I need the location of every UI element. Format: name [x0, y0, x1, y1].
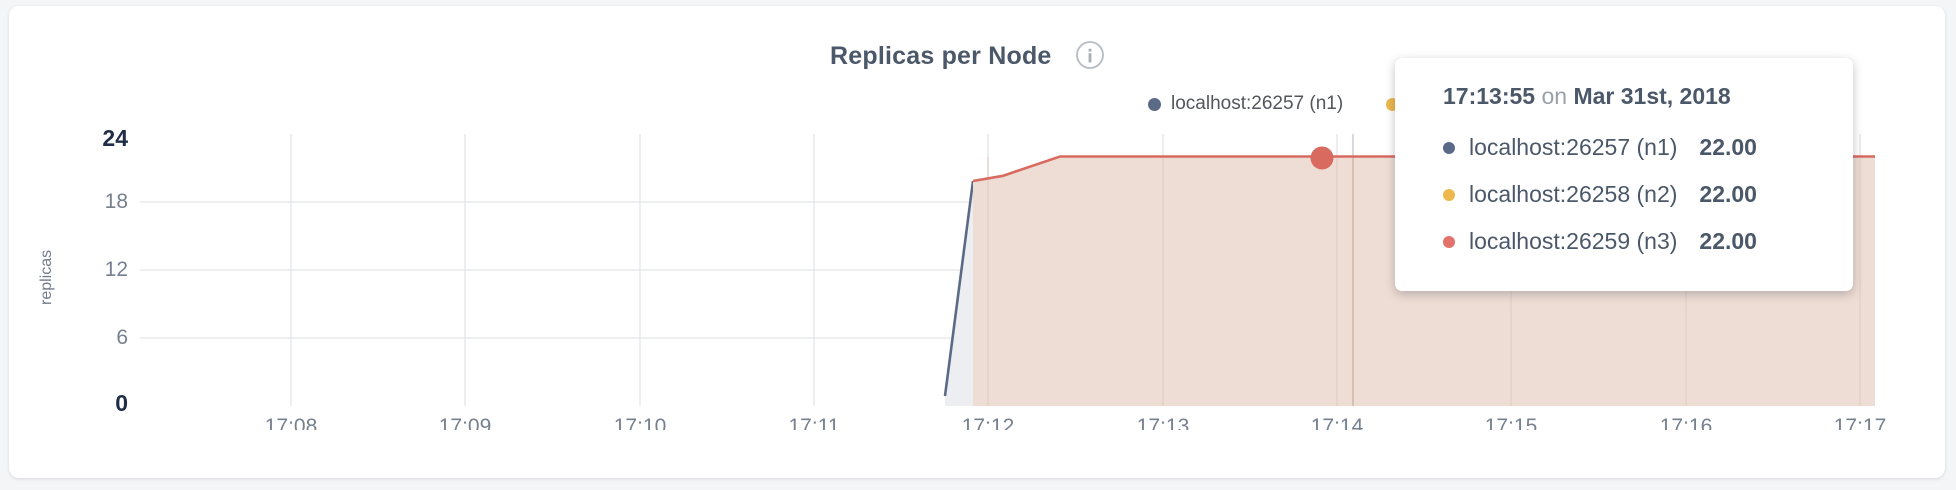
svg-text:17:13: 17:13: [1137, 415, 1190, 430]
svg-text:17:15: 17:15: [1485, 415, 1538, 430]
svg-text:17:12: 17:12: [962, 415, 1015, 430]
svg-text:17:09: 17:09: [439, 415, 492, 430]
svg-text:17:17: 17:17: [1834, 415, 1887, 430]
svg-text:6: 6: [116, 326, 128, 349]
svg-text:17:10: 17:10: [614, 415, 667, 430]
svg-text:17:08: 17:08: [265, 415, 318, 430]
svg-text:17:16: 17:16: [1660, 415, 1713, 430]
svg-text:18: 18: [105, 190, 128, 213]
svg-text:17:14: 17:14: [1311, 415, 1364, 430]
svg-text:0: 0: [115, 390, 128, 416]
svg-text:17:11: 17:11: [789, 415, 840, 430]
svg-text:12: 12: [105, 258, 128, 281]
svg-text:24: 24: [102, 130, 128, 151]
